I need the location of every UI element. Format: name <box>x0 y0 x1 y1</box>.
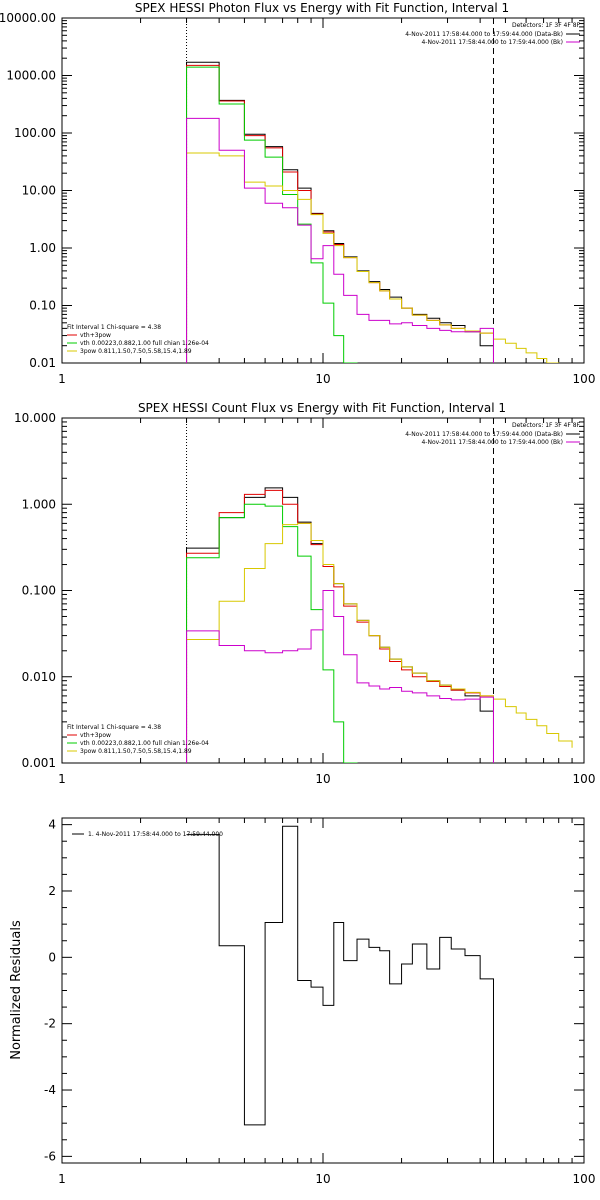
count-flux-y-tick-label: 0.010 <box>22 670 56 684</box>
photon-flux-bkg-series <box>186 117 494 363</box>
count-flux-fit-annotation: vth+3pow <box>80 732 111 739</box>
photon-flux-y-tick-label: 10.00 <box>22 184 56 198</box>
count-flux-y-tick-label: 0.100 <box>22 584 56 598</box>
photon-flux-y-tick-label: 10000.00 <box>0 11 56 25</box>
residuals-x-tick-label: 100 <box>573 1172 596 1186</box>
photon-flux-x-tick-label: 1 <box>58 372 66 386</box>
residuals-y-tick-label: 0 <box>48 950 56 964</box>
residuals-y-tick-label: 2 <box>48 884 56 898</box>
photon-flux-y-tick-label: 1000.00 <box>6 69 56 83</box>
count-flux-bkg-series <box>186 590 494 763</box>
residuals-x-tick-label: 1 <box>58 1172 66 1186</box>
count-flux-fit-annotation: vth 0.00223,0.882,1.00 full chian 1.26e-… <box>80 740 209 747</box>
photon-flux-data-series <box>186 61 494 363</box>
residuals-panel: Normalized Residuals 1 10 100 -6 -4 -2 0 2 4 1. 4… <box>9 817 596 1186</box>
photon-flux-x-tick-label: 10 <box>315 372 330 386</box>
photon-flux-y-tick-label: 100.00 <box>14 126 56 140</box>
count-flux-total-series <box>186 489 494 763</box>
photon-flux-legend-entry: 4-Nov-2011 17:58:44.000 to 17:59:44.000 … <box>421 39 563 46</box>
photon-flux-fit-annotation: vth 0.00223,0.882,1.00 full chian 1.26e-… <box>80 340 209 347</box>
photon-flux-x-tick-label: 100 <box>573 372 596 386</box>
count-flux-legend-entry: 4-Nov-2011 17:58:44.000 to 17:59:44.000 … <box>405 431 563 438</box>
count-flux-x-tick-label: 100 <box>573 772 596 786</box>
photon-flux-fit-annotation: Fit Interval 1 Chi-square = 4.38 <box>67 324 161 331</box>
residuals-y-tick-label: 4 <box>48 818 56 832</box>
photon-flux-detectors-label: Detectors: 1F 3F 4F 8F <box>512 22 581 29</box>
count-flux-title: SPEX HESSI Count Flux vs Energy with Fit… <box>138 401 506 415</box>
photon-flux-panel: SPEX HESSI Photon Flux vs Energy with Fi… <box>0 1 595 386</box>
count-flux-legend-entry: 4-Nov-2011 17:58:44.000 to 17:59:44.000 … <box>421 439 563 446</box>
residuals-y-tick-label: -2 <box>44 1017 56 1031</box>
photon-flux-legend-entry: 4-Nov-2011 17:58:44.000 to 17:59:44.000 … <box>405 31 563 38</box>
count-flux-detectors-label: Detectors: 1F 3F 4F 8F <box>512 422 581 429</box>
residuals-legend-entry: 1. 4-Nov-2011 17:58:44.000 to 17:59:44.0… <box>88 831 223 838</box>
count-flux-x-tick-label: 10 <box>315 772 330 786</box>
photon-flux-title: SPEX HESSI Photon Flux vs Energy with Fi… <box>135 1 509 15</box>
count-flux-fit-annotation: Fit Interval 1 Chi-square = 4.38 <box>67 724 161 731</box>
residuals-y-axis-label: Normalized Residuals <box>9 920 24 1060</box>
photon-flux-thermal-series <box>186 66 358 363</box>
photon-flux-plot-frame <box>61 17 585 364</box>
count-flux-y-tick-label: 0.001 <box>22 756 56 770</box>
residuals-x-tick-label: 10 <box>315 1172 330 1186</box>
photon-flux-powerlaw-series <box>186 152 560 363</box>
count-flux-powerlaw-series <box>186 522 573 763</box>
count-flux-y-tick-label: 10.000 <box>14 411 56 425</box>
photon-flux-y-tick-label: 0.10 <box>29 299 56 313</box>
count-flux-fit-annotation: 3pow 0.811,1.50,7.50,5.58,15.4,1.89 <box>80 748 192 755</box>
photon-flux-y-tick-label: 1.00 <box>29 241 56 255</box>
residuals-y-tick-label: -4 <box>44 1083 56 1097</box>
photon-flux-fit-annotation: vth+3pow <box>80 332 111 339</box>
count-flux-thermal-series <box>186 503 358 763</box>
count-flux-y-tick-label: 1.000 <box>22 497 56 511</box>
residuals-y-tick-label: -6 <box>44 1149 56 1163</box>
residuals-residual-series <box>186 825 494 1163</box>
count-flux-data-series <box>186 487 494 763</box>
photon-flux-y-tick-label: 0.01 <box>29 356 56 370</box>
count-flux-x-tick-label: 1 <box>58 772 66 786</box>
photon-flux-fit-annotation: 3pow 0.811,1.50,7.50,5.58,15.4,1.89 <box>80 348 192 355</box>
count-flux-panel: SPEX HESSI Count Flux vs Energy with Fit… <box>14 401 595 786</box>
